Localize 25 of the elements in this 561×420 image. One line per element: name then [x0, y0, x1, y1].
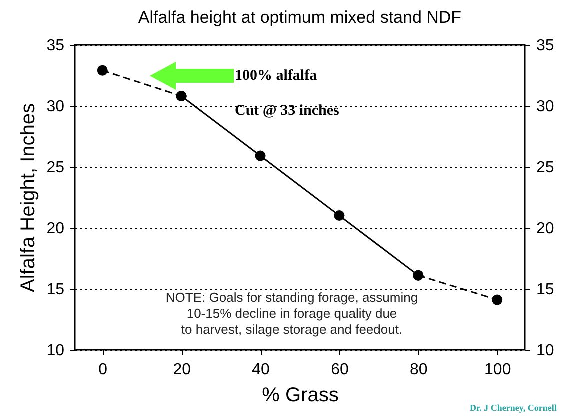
- y-tick-label: 30: [46, 98, 65, 116]
- x-tick-label: 100: [484, 362, 512, 378]
- annotation: NOTE: Goals for standing forage, assuming 10-15% decline in forage quality due to harvest, silage storage and feedout.: [166, 290, 418, 337]
- y-axis-title: Alfalfa Height, Inches: [18, 104, 40, 292]
- annotation: Cut @ 33 inches: [235, 103, 340, 119]
- x-tick-label: 20: [173, 362, 192, 378]
- y-tick-label: 35: [46, 38, 65, 54]
- y-tick-label: 15: [46, 282, 65, 298]
- x-tick-label: 80: [410, 362, 428, 378]
- x-tick-label: 60: [331, 362, 349, 378]
- x-axis-title: % Grass: [262, 384, 339, 406]
- text: Dr. J Cherney, Cornell: [470, 403, 558, 413]
- y-tick-label: 10: [46, 342, 65, 360]
- annotation: 100% alfalfa: [235, 68, 318, 84]
- y2-tick-label: 15: [536, 282, 554, 298]
- y2-tick-label: 25: [536, 160, 554, 176]
- chart-title: Alfalfa height at optimum mixed stand NDF: [138, 8, 462, 27]
- x-tick-label: 0: [98, 362, 108, 378]
- y2-tick-label: 35: [536, 38, 554, 54]
- y-tick-label: 20: [46, 220, 65, 238]
- x-tick-label: 40: [252, 362, 270, 378]
- y2-tick-label: 10: [536, 342, 554, 360]
- y2-tick-label: 20: [536, 220, 554, 238]
- y-tick-label: 25: [46, 160, 65, 176]
- y2-tick-label: 30: [536, 98, 554, 116]
